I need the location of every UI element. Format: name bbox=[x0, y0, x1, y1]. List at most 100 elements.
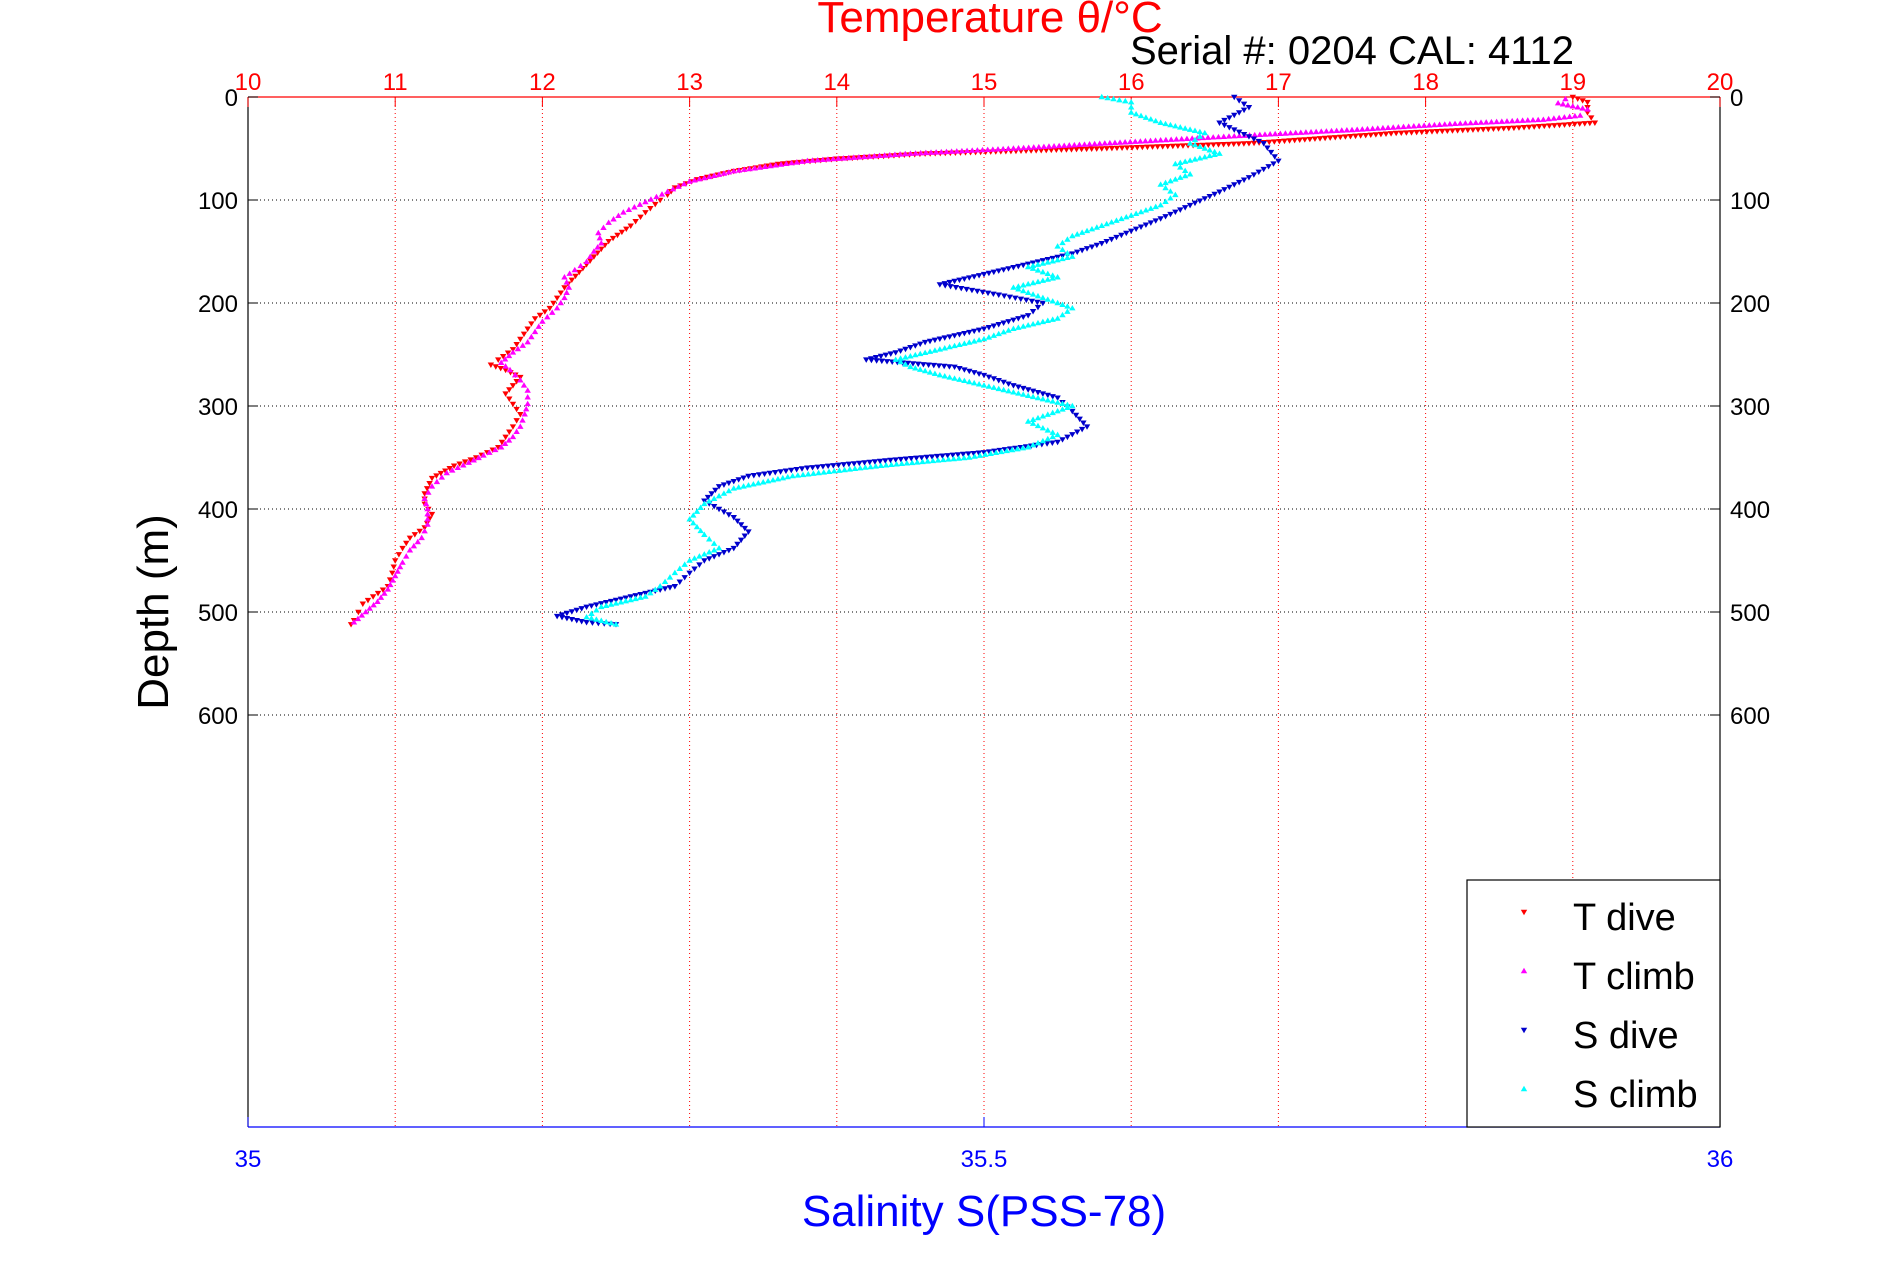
data-point bbox=[501, 440, 509, 447]
data-point bbox=[1106, 139, 1114, 146]
data-point bbox=[1555, 114, 1563, 121]
data-point bbox=[1362, 132, 1369, 139]
data-point bbox=[502, 363, 509, 369]
depth-tick-label-right: 0 bbox=[1730, 85, 1743, 112]
data-point bbox=[1225, 141, 1232, 148]
data-point bbox=[1086, 141, 1093, 147]
data-point bbox=[750, 473, 758, 479]
data-point bbox=[1287, 129, 1294, 136]
data-point bbox=[1231, 127, 1238, 133]
data-point bbox=[1034, 394, 1042, 401]
data-point bbox=[1323, 128, 1330, 134]
data-point bbox=[1392, 130, 1400, 137]
data-point bbox=[921, 349, 929, 356]
data-point bbox=[1049, 433, 1056, 440]
data-point bbox=[428, 475, 436, 482]
data-point bbox=[956, 341, 963, 348]
data-point bbox=[985, 383, 993, 389]
data-point bbox=[460, 462, 467, 468]
data-point bbox=[867, 463, 874, 470]
data-point bbox=[936, 336, 944, 342]
data-point bbox=[1049, 398, 1056, 404]
data-point bbox=[517, 412, 524, 418]
depth-tick-label-right: 100 bbox=[1730, 188, 1770, 215]
data-point bbox=[1126, 138, 1134, 145]
data-point bbox=[1069, 402, 1076, 409]
data-point bbox=[1281, 138, 1288, 145]
depth-tick-label: 0 bbox=[225, 85, 238, 112]
data-point bbox=[669, 185, 677, 192]
data-point bbox=[1010, 145, 1017, 151]
data-point bbox=[1226, 184, 1233, 191]
data-point bbox=[1078, 229, 1086, 235]
data-point bbox=[970, 328, 978, 335]
data-point bbox=[1271, 154, 1278, 160]
data-point bbox=[1196, 155, 1204, 161]
data-point bbox=[956, 332, 963, 338]
data-point bbox=[506, 429, 513, 435]
data-point bbox=[686, 557, 693, 563]
data-point bbox=[449, 467, 456, 473]
data-point bbox=[908, 456, 915, 462]
data-point bbox=[1498, 118, 1505, 124]
data-point bbox=[788, 159, 795, 166]
data-point bbox=[443, 469, 450, 476]
legend-label: T climb bbox=[1573, 956, 1695, 998]
data-point bbox=[524, 394, 531, 400]
data-point bbox=[877, 353, 885, 360]
data-point bbox=[1301, 137, 1308, 143]
data-point bbox=[980, 271, 988, 278]
data-point bbox=[872, 463, 879, 469]
data-point bbox=[1049, 272, 1056, 278]
data-point bbox=[1271, 139, 1278, 145]
data-point bbox=[1469, 127, 1477, 133]
data-point bbox=[990, 291, 997, 298]
data-point bbox=[851, 465, 859, 472]
data-point bbox=[1137, 208, 1145, 215]
data-point bbox=[524, 326, 531, 332]
data-point bbox=[696, 553, 703, 559]
data-point bbox=[461, 459, 469, 465]
data-point bbox=[1446, 120, 1454, 127]
data-point bbox=[1093, 146, 1100, 152]
depth-tick-label-right: 300 bbox=[1730, 394, 1770, 421]
data-point bbox=[1010, 265, 1017, 271]
data-point bbox=[882, 352, 890, 359]
data-point bbox=[1078, 426, 1086, 433]
data-point bbox=[1015, 145, 1022, 151]
data-point bbox=[571, 266, 578, 273]
data-point bbox=[425, 489, 432, 495]
data-point bbox=[984, 290, 992, 297]
data-point bbox=[926, 369, 934, 375]
data-point bbox=[1029, 279, 1037, 286]
depth-tick-label: 500 bbox=[198, 600, 238, 627]
data-point bbox=[1235, 179, 1243, 186]
data-point bbox=[1559, 101, 1567, 107]
data-point bbox=[1216, 189, 1223, 195]
data-point bbox=[919, 458, 926, 465]
data-point bbox=[1505, 125, 1512, 132]
data-point bbox=[1063, 147, 1070, 153]
data-point bbox=[914, 361, 922, 368]
data-point bbox=[1364, 125, 1371, 132]
data-point bbox=[710, 504, 718, 510]
data-point bbox=[865, 153, 873, 159]
data-point bbox=[1029, 393, 1037, 400]
data-point bbox=[1068, 147, 1075, 153]
data-point bbox=[1023, 297, 1030, 304]
data-point bbox=[588, 615, 595, 621]
data-point bbox=[1200, 142, 1207, 149]
data-point bbox=[1201, 196, 1208, 202]
data-point bbox=[824, 156, 832, 162]
data-point bbox=[725, 480, 733, 487]
data-point bbox=[1384, 124, 1392, 131]
data-point bbox=[1245, 141, 1253, 147]
data-point bbox=[1167, 136, 1175, 142]
data-point bbox=[1059, 311, 1066, 318]
data-point bbox=[642, 210, 649, 216]
data-point bbox=[1059, 301, 1066, 307]
data-point bbox=[607, 619, 615, 626]
data-point bbox=[369, 594, 377, 600]
data-point bbox=[805, 471, 812, 477]
data-point bbox=[1307, 128, 1315, 135]
